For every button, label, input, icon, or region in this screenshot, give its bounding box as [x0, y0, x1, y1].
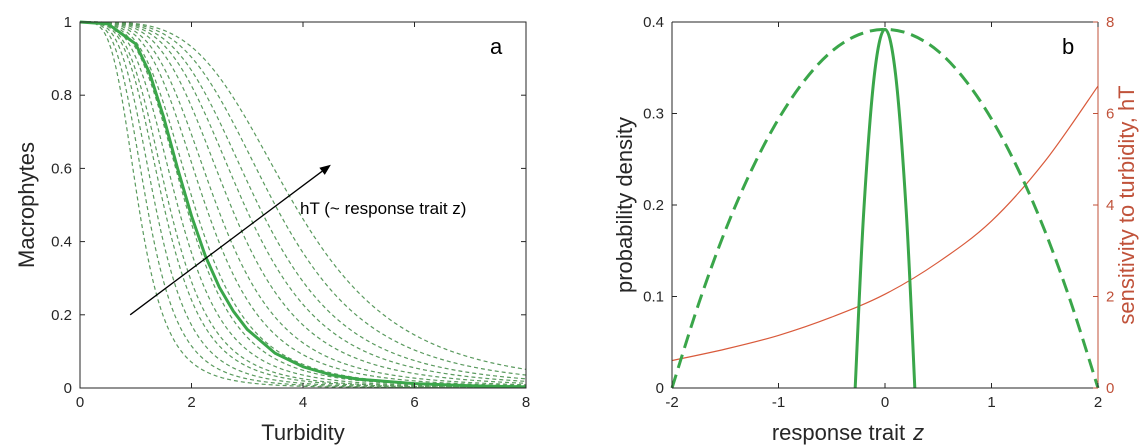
- panel-a-y-ticks: 0 0.2 0.4 0.6 0.8 1: [51, 14, 526, 397]
- panel-b-y-tick-label: 0.1: [643, 289, 664, 306]
- panel-b-y2-label: sensitivity to turbidity, hT: [1114, 85, 1139, 324]
- panel-a-x-tick-label: 8: [522, 394, 530, 411]
- panel-b-y-label: probability density: [612, 117, 637, 293]
- panel-a-x-ticks: 0 2 4 6 8: [76, 22, 530, 411]
- panel-a-y-tick-label: 0.4: [51, 234, 72, 251]
- panel-b-x-tick-label: -1: [772, 394, 785, 411]
- panel-b-y-ticks: 0 0.1 0.2 0.3 0.4: [643, 14, 677, 397]
- panel-a-solid-curve: [79, 20, 527, 389]
- panel-a-dashed-curve-7: [80, 21, 527, 388]
- panel-a-panel-letter: a: [490, 34, 503, 59]
- panel-b-y2-ticks: 0 2 4 6 8: [1093, 14, 1114, 397]
- panel-a-x-label: Turbidity: [261, 420, 345, 445]
- panel-a-dashed-curve-4: [80, 21, 527, 389]
- panel-b-y2-tick-label: 4: [1106, 197, 1114, 214]
- panel-a-dashed-curve-1: [80, 21, 526, 389]
- panel-a-dashed-curve-10: [80, 21, 527, 384]
- panel-a-dashed-curve-8: [80, 21, 527, 387]
- panel-b-x-label: response trait z: [772, 420, 924, 445]
- panel-b-y-tick-label: 0: [656, 380, 664, 397]
- panel-b-x-label-text: response trait: [772, 420, 905, 445]
- panel-a: hT (~ response trait z) 0 2 4 6 8 0 0.2 0.4 0.6…: [14, 14, 530, 445]
- panel-a-arrow: [129, 170, 323, 316]
- panel-a-dashed-curve-14: [80, 21, 527, 370]
- panel-a-x-tick-label: 6: [410, 394, 418, 411]
- panel-b-x-tick-label: 1: [987, 394, 995, 411]
- panel-b-x-ticks: -2 -1 0 1 2: [665, 22, 1102, 411]
- panel-a-dashed-curve-9: [80, 21, 527, 386]
- panel-a-dashed-curve-11: [80, 21, 527, 382]
- panel-a-x-tick-label: 0: [76, 394, 84, 411]
- panel-b-x-tick-label: -2: [665, 394, 678, 411]
- panel-b-solid-density-curve: [853, 27, 917, 389]
- panel-a-dashed-curve-5: [80, 21, 527, 388]
- panel-a-y-tick-label: 0.8: [51, 87, 72, 104]
- panel-b-sensitivity-curve: [671, 85, 1099, 362]
- panel-a-arrowhead: [319, 164, 331, 175]
- panel-a-y-tick-label: 0: [64, 380, 72, 397]
- panel-b-y-tick-label: 0.4: [643, 14, 664, 31]
- panel-b-panel-letter: b: [1062, 34, 1074, 59]
- panel-b-y-tick-label: 0.2: [643, 197, 664, 214]
- panel-b-y-tick-label: 0.3: [643, 106, 664, 123]
- panel-b-y2-tick-label: 6: [1106, 106, 1114, 123]
- panel-a-x-tick-label: 4: [299, 394, 307, 411]
- panel-b-x-tick-label: 2: [1094, 394, 1102, 411]
- panel-a-dashed-curve-12: [80, 21, 527, 380]
- panel-a-dashed-curve-3: [80, 21, 527, 389]
- panel-a-annotation: hT (~ response trait z): [300, 199, 466, 218]
- panel-a-y-label: Macrophytes: [14, 142, 39, 268]
- panel-a-y-tick-label: 1: [64, 14, 72, 31]
- panel-a-dashed-curve-6: [80, 21, 527, 388]
- panel-b-y2-tick-label: 0: [1106, 380, 1114, 397]
- panel-b-dashed-density-curve: [670, 27, 1100, 389]
- panel-a-y-tick-label: 0.2: [51, 307, 72, 324]
- panel-b-y2-tick-label: 8: [1106, 14, 1114, 31]
- panel-a-y-tick-label: 0.6: [51, 160, 72, 177]
- panel-b-x-tick-label: 0: [881, 394, 889, 411]
- panel-b-y2-tick-label: 2: [1106, 289, 1114, 306]
- panel-a-x-tick-label: 2: [187, 394, 195, 411]
- panel-b-x-label-var: z: [912, 420, 924, 445]
